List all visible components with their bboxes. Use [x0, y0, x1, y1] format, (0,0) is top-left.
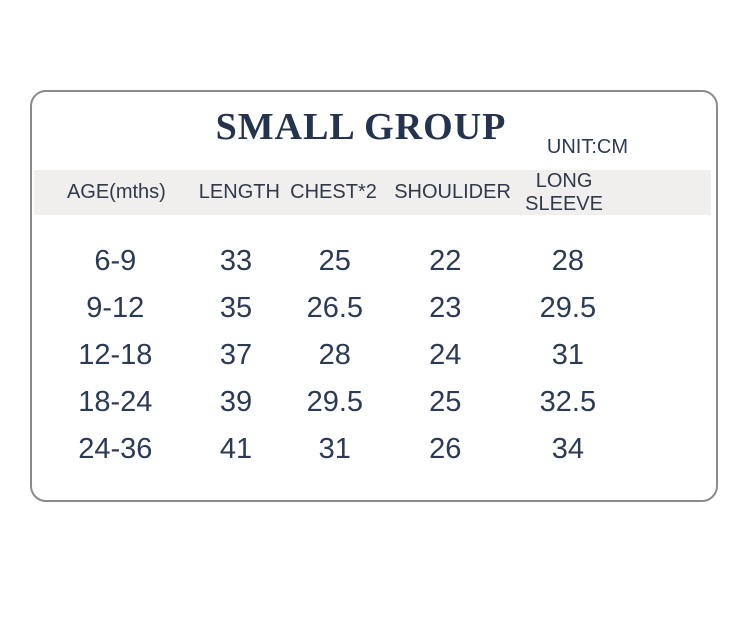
shoulder-cell: 24	[429, 339, 462, 371]
col-header-age: AGE(mths)	[66, 181, 166, 203]
age-cell: 9-12	[86, 292, 145, 324]
chest-cell: 25	[318, 245, 351, 277]
table-row: 24-36 41 31 26 34	[32, 426, 716, 473]
col-header-chest: CHEST*2	[290, 181, 377, 203]
length-cell: 37	[219, 339, 253, 371]
size-chart-card: SMALL GROUP UNIT:CM AGE(mths) LENGTH CHE…	[30, 90, 718, 502]
col-header-long-sleeve: LONG SLEEVE	[491, 170, 637, 216]
table-row: 12-18 37 28 24 31	[32, 332, 716, 379]
sleeve-cell: 28	[551, 245, 585, 277]
chest-cell: 31	[318, 433, 351, 465]
age-cell: 6-9	[94, 245, 137, 277]
col-header-length: LENGTH	[198, 181, 280, 203]
chest-cell: 26.5	[306, 292, 364, 324]
col-header-long-sleeve-text: LONG SLEEVE	[525, 169, 603, 215]
sleeve-cell: 29.5	[539, 292, 597, 324]
unit-label: UNIT:CM	[546, 136, 628, 158]
shoulder-cell: 25	[429, 386, 462, 418]
length-cell: 41	[219, 433, 253, 465]
table-row: 18-24 39 29.5 25 32.5	[32, 379, 716, 426]
shoulder-cell: 26	[429, 433, 462, 465]
chest-cell: 29.5	[306, 386, 364, 418]
sleeve-cell: 32.5	[539, 386, 597, 418]
length-cell: 39	[219, 386, 253, 418]
table-row: 9-12 35 26.5 23 29.5	[32, 285, 716, 332]
age-cell: 12-18	[78, 339, 153, 371]
shoulder-cell: 22	[429, 245, 462, 277]
table-body: 6-9 33 25 22 28 9-12 35 26.5 23 29.5 12-…	[32, 215, 716, 473]
age-cell: 18-24	[78, 386, 153, 418]
sleeve-cell: 34	[551, 433, 585, 465]
shoulder-cell: 23	[429, 292, 462, 324]
table-row: 6-9 33 25 22 28	[32, 238, 716, 285]
sleeve-cell: 31	[551, 339, 585, 371]
length-cell: 35	[219, 292, 253, 324]
age-cell: 24-36	[78, 433, 153, 465]
length-cell: 33	[219, 245, 253, 277]
col-header-shoulder: SHOULIDER	[394, 181, 511, 203]
chest-cell: 28	[318, 339, 351, 371]
chart-title: SMALL GROUP	[215, 106, 507, 148]
table-header-row: AGE(mths) LENGTH CHEST*2 SHOULIDER LONG …	[34, 170, 711, 215]
